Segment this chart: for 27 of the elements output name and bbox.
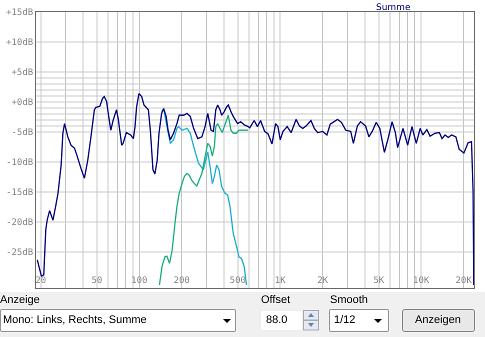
y-tick-label: -10dB xyxy=(6,158,34,168)
y-tick-label: -25dB xyxy=(6,248,34,258)
x-tick-label: 20 xyxy=(35,276,46,286)
number-field: 88.0 xyxy=(260,310,303,331)
y-tick-label: -15dB xyxy=(6,188,34,198)
x-tick-label: 10K xyxy=(413,276,430,286)
x-tick-label: 50 xyxy=(91,276,102,286)
y-tick-label: +0dB xyxy=(12,98,34,108)
x-tick-label: 2K xyxy=(317,276,329,286)
text: Offset xyxy=(261,294,290,306)
x-tick-label: 20K xyxy=(455,276,472,286)
button: Anzeigen xyxy=(402,309,475,332)
x-tick-label: 100 xyxy=(131,276,148,286)
y-tick-label: +10dB xyxy=(6,38,34,48)
y-tick-label: -20dB xyxy=(6,218,34,228)
y-tick-label: +5dB xyxy=(12,68,34,78)
text: Smooth xyxy=(330,294,368,306)
y-tick-label: +15dB xyxy=(6,8,34,18)
x-tick-label: 200 xyxy=(174,276,190,286)
x-tick-label: 1K xyxy=(274,276,286,286)
text: Summe xyxy=(376,3,411,13)
dropdown: Mono: Links, Rechts, Summe xyxy=(0,309,236,332)
y-tick-label: -5dB xyxy=(12,128,34,138)
x-tick-label: 5K xyxy=(373,276,385,286)
x-tick-label: 500 xyxy=(230,276,246,286)
dropdown: 1/12 xyxy=(329,309,389,332)
text: Anzeige xyxy=(0,294,40,306)
